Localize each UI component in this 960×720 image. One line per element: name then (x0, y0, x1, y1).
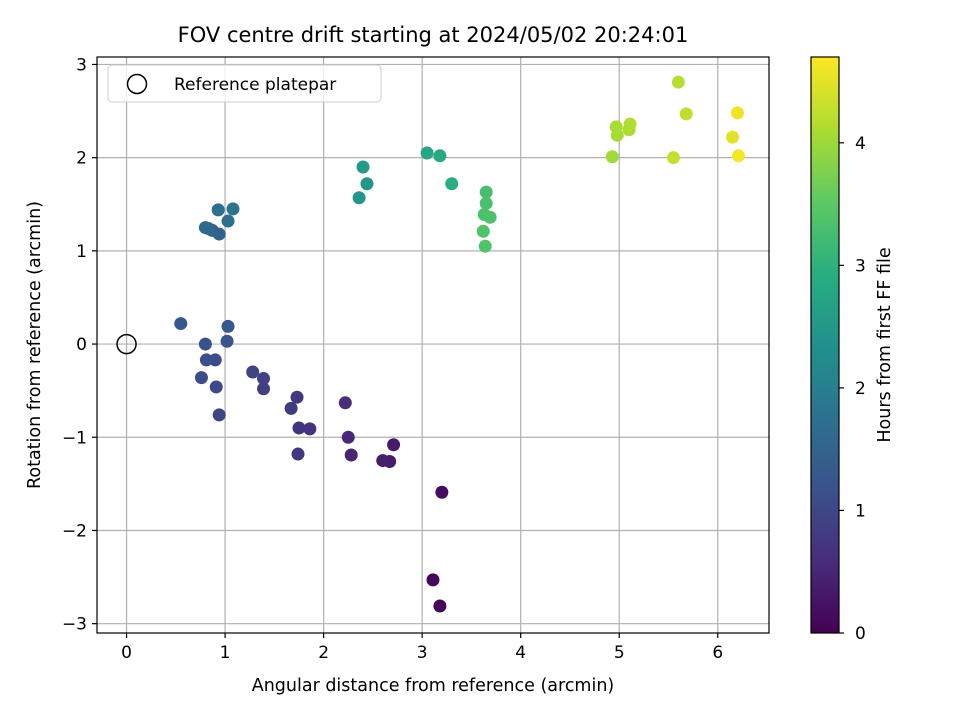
data-point (356, 160, 370, 174)
grid-lines (97, 57, 769, 633)
data-point (420, 146, 434, 160)
data-point (479, 185, 493, 199)
data-point (433, 599, 447, 613)
x-tick-label: 1 (220, 643, 231, 663)
chart-title: FOV centre drift starting at 2024/05/02 … (178, 23, 689, 47)
y-axis-label: Rotation from reference (arcmin) (25, 201, 45, 489)
x-axis-label: Angular distance from reference (arcmin) (252, 676, 615, 696)
colorbar-gradient (811, 57, 839, 633)
data-point (221, 319, 235, 333)
data-point (199, 353, 213, 367)
colorbar-tick-label: 2 (855, 379, 866, 399)
data-point (478, 239, 492, 253)
legend-entry-reference: Reference platepar (174, 75, 336, 95)
reference-point (116, 333, 137, 355)
data-point (605, 150, 619, 164)
data-point (476, 224, 490, 238)
data-point (291, 447, 305, 461)
colorbar-tick-label: 1 (855, 501, 866, 521)
data-point (292, 421, 306, 435)
y-tick-label: 3 (76, 55, 87, 75)
x-tick-label: 3 (417, 643, 428, 663)
colorbar-tick-label: 0 (855, 624, 866, 644)
y-tick-label: −3 (62, 615, 87, 635)
data-point (221, 214, 235, 228)
y-tick-label: 2 (76, 149, 87, 169)
data-point (387, 438, 401, 452)
data-point (344, 448, 358, 462)
data-point (211, 203, 225, 217)
colorbar-tick-label: 3 (855, 256, 866, 276)
data-point (303, 422, 317, 436)
data-point (338, 396, 352, 410)
data-point (426, 573, 440, 587)
data-point (290, 390, 304, 404)
y-tick-label: −2 (62, 521, 87, 541)
data-point (445, 177, 459, 191)
data-point (194, 371, 208, 385)
y-tick-label: −1 (62, 428, 87, 448)
data-point (609, 120, 623, 134)
x-tick-label: 5 (614, 643, 625, 663)
data-point (726, 130, 740, 144)
data-point (209, 380, 223, 394)
x-tick-label: 2 (318, 643, 329, 663)
data-point (731, 149, 745, 163)
data-point (666, 151, 680, 165)
data-point (220, 334, 234, 348)
legend-reference-marker (126, 73, 148, 95)
data-point (226, 202, 240, 216)
data-point (433, 149, 447, 163)
data-point (483, 210, 497, 224)
data-point (360, 177, 374, 191)
data-point (671, 75, 685, 89)
y-tick-label: 1 (76, 242, 87, 262)
data-point (257, 372, 271, 386)
data-point (479, 196, 493, 210)
data-point (730, 106, 744, 120)
reference-marker (116, 333, 137, 355)
data-point (174, 317, 188, 331)
x-tick-label: 4 (515, 643, 526, 663)
data-point (212, 408, 226, 422)
x-axis-ticks: 0 1 2 3 4 5 6 (121, 633, 723, 663)
colorbar-tick-label: 4 (855, 134, 866, 154)
data-point (376, 454, 390, 468)
legend-box (107, 64, 382, 103)
colorbar-frame (810, 56, 840, 634)
x-tick-label: 0 (121, 643, 132, 663)
y-tick-label: 0 (76, 335, 87, 355)
data-points (174, 75, 745, 613)
plot-frame (96, 56, 770, 634)
data-point (435, 485, 449, 499)
data-point (284, 401, 298, 415)
data-point (198, 337, 212, 351)
y-axis-ticks: −3 −2 −1 0 1 2 3 (62, 55, 97, 635)
data-point (679, 107, 693, 121)
data-point (352, 191, 366, 205)
data-point (257, 382, 271, 396)
data-point (201, 221, 215, 235)
data-point (623, 117, 637, 131)
legend: Reference platepar (107, 64, 382, 103)
colorbar-label: Hours from first FF file (875, 247, 895, 442)
data-point (246, 365, 260, 379)
x-tick-label: 6 (712, 643, 723, 663)
colorbar-ticks: 0 1 2 3 4 (839, 134, 866, 644)
colorbar: 0 1 2 3 4 Hours from first FF file (810, 56, 895, 644)
data-point (341, 430, 355, 444)
